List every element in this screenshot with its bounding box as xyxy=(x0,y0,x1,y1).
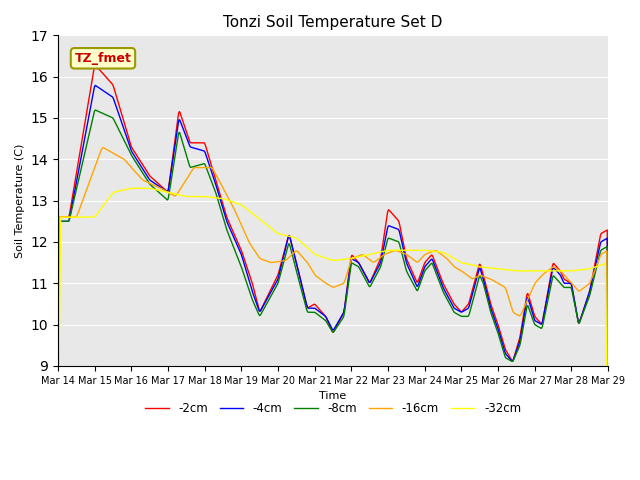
-32cm xyxy=(97,206,104,212)
Title: Tonzi Soil Temperature Set D: Tonzi Soil Temperature Set D xyxy=(223,15,443,30)
Line: -4cm: -4cm xyxy=(58,85,608,438)
-8cm xyxy=(288,250,296,256)
-32cm xyxy=(54,457,62,463)
-32cm xyxy=(288,234,296,240)
-16cm xyxy=(120,156,127,162)
-16cm xyxy=(288,252,296,258)
-8cm xyxy=(92,107,99,113)
-32cm xyxy=(130,185,138,191)
Legend: -2cm, -4cm, -8cm, -16cm, -32cm: -2cm, -4cm, -8cm, -16cm, -32cm xyxy=(140,397,525,420)
-2cm xyxy=(92,62,99,68)
-32cm xyxy=(309,250,317,256)
Line: -16cm: -16cm xyxy=(58,147,608,478)
-8cm xyxy=(97,109,105,115)
-4cm xyxy=(54,425,62,431)
-16cm xyxy=(604,431,612,436)
-8cm xyxy=(309,310,317,315)
-16cm xyxy=(309,269,317,275)
-32cm xyxy=(300,241,307,247)
-2cm xyxy=(604,430,612,436)
-16cm xyxy=(300,255,307,261)
-16cm xyxy=(99,144,107,150)
-4cm xyxy=(97,86,105,92)
-8cm xyxy=(120,136,127,142)
Text: TZ_fmet: TZ_fmet xyxy=(74,52,131,65)
-16cm xyxy=(97,148,104,154)
-2cm xyxy=(288,241,296,247)
-4cm xyxy=(288,241,296,247)
-2cm xyxy=(367,276,375,282)
-8cm xyxy=(300,293,307,299)
-4cm xyxy=(604,435,612,441)
-4cm xyxy=(367,277,375,283)
-4cm xyxy=(300,288,307,293)
-8cm xyxy=(54,425,62,431)
-32cm xyxy=(119,187,127,193)
Line: -2cm: -2cm xyxy=(58,65,608,433)
-4cm xyxy=(309,305,317,311)
Line: -8cm: -8cm xyxy=(58,110,608,443)
Y-axis label: Soil Temperature (C): Soil Temperature (C) xyxy=(15,144,25,258)
-8cm xyxy=(604,440,612,446)
-2cm xyxy=(54,422,62,428)
Line: -32cm: -32cm xyxy=(58,188,608,480)
-4cm xyxy=(120,125,127,131)
-16cm xyxy=(367,258,375,264)
-2cm xyxy=(309,302,317,308)
-8cm xyxy=(367,281,375,287)
-32cm xyxy=(367,251,375,257)
-2cm xyxy=(300,288,307,293)
-2cm xyxy=(120,117,127,123)
-2cm xyxy=(97,69,105,74)
-4cm xyxy=(92,83,99,88)
X-axis label: Time: Time xyxy=(319,391,347,401)
-16cm xyxy=(54,475,62,480)
